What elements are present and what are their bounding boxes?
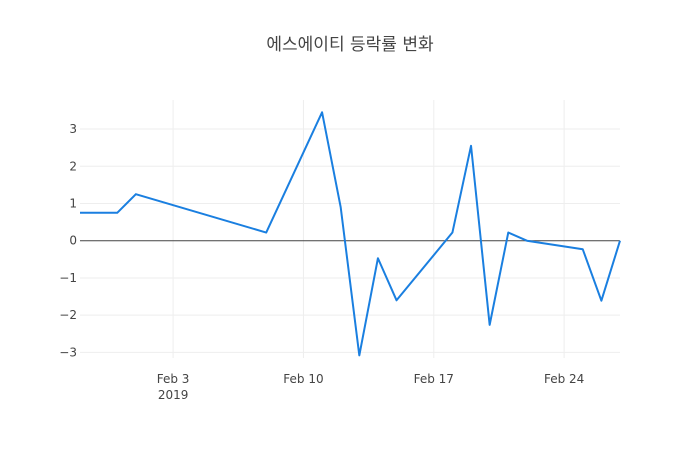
y-tick-label: 2 [69, 159, 77, 173]
chart-title: 에스에이티 등락률 변화 [266, 35, 434, 55]
x-tick-label: Feb 10 [283, 372, 323, 386]
y-tick-label: 0 [69, 234, 77, 248]
x-tick-label: Feb 24 [544, 372, 584, 386]
y-tick-label: −2 [59, 308, 77, 322]
x-tick-label: Feb 3 2019 [157, 372, 190, 402]
x-tick-label: Feb 17 [414, 372, 454, 386]
y-tick-label: 3 [69, 122, 77, 136]
y-tick-label: −1 [59, 271, 77, 285]
data-line [80, 111, 621, 357]
y-tick-label: −3 [59, 345, 77, 359]
y-tick-label: 1 [69, 196, 77, 210]
